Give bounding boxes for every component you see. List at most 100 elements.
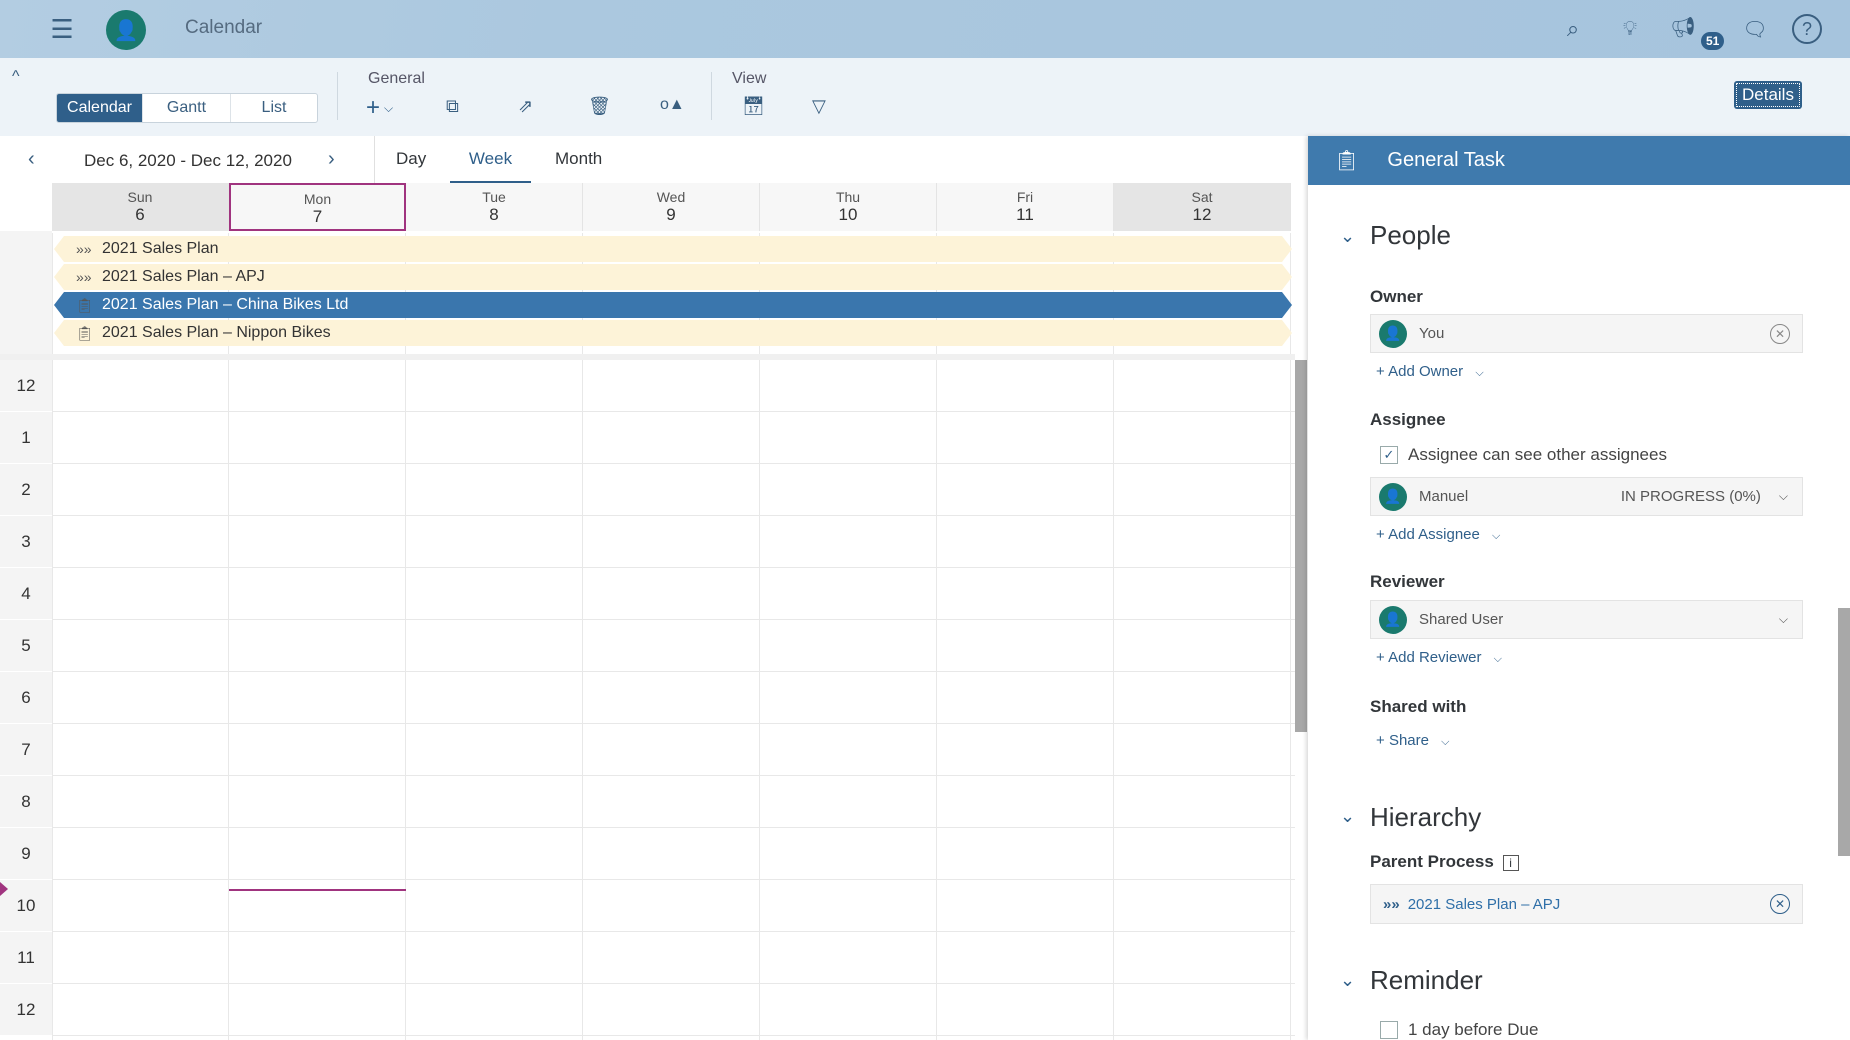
day-header[interactable]: Fri 11	[937, 183, 1114, 231]
section-reminder[interactable]: Reminder	[1370, 965, 1483, 995]
chevron-down-icon[interactable]: ⌵	[1778, 612, 1788, 626]
parent-process-link[interactable]: 2021 Sales Plan – APJ	[1407, 895, 1561, 913]
allday-gutter	[0, 231, 52, 358]
current-time-line	[229, 889, 406, 891]
hour-label: 11	[0, 932, 52, 984]
day-header[interactable]: Thu 10	[760, 183, 937, 231]
lightbulb-icon[interactable]: 💡︎	[1623, 17, 1637, 40]
hour-line	[52, 827, 1295, 828]
view-switch: Calendar Gantt List	[56, 93, 318, 123]
hour-line	[52, 463, 1295, 464]
view-list[interactable]: List	[261, 99, 287, 116]
clear-icon[interactable]: ✕	[1770, 323, 1790, 344]
owner-field[interactable]: 👤 You ✕	[1370, 314, 1803, 353]
reviewer-field[interactable]: 👤 Shared User ⌵	[1370, 600, 1803, 639]
chevron-down-icon[interactable]: ⌄	[1340, 226, 1356, 246]
event-bar[interactable]: »» 2021 Sales Plan	[54, 236, 1292, 262]
details-button[interactable]: Details	[1734, 81, 1802, 109]
day-header[interactable]: Sat 12	[1114, 183, 1291, 231]
share-button[interactable]: + Share ⌵	[1376, 732, 1450, 749]
day-column[interactable]	[583, 233, 760, 1040]
filter-icon[interactable]: ▽	[812, 96, 826, 116]
delete-icon[interactable]: 🗑︎	[588, 96, 611, 116]
notification-badge: 51	[1701, 32, 1725, 50]
share-icon[interactable]: ⇗	[518, 96, 534, 116]
hour-label: 5	[0, 620, 52, 672]
avatar: 👤	[1379, 482, 1407, 511]
calendar-scrollbar[interactable]	[1295, 360, 1307, 732]
add-owner-button[interactable]: + Add Owner ⌵	[1376, 363, 1484, 380]
day-column[interactable]	[937, 233, 1114, 1040]
parent-process-field[interactable]: »» 2021 Sales Plan – APJ ✕	[1370, 884, 1803, 924]
process-icon: »»	[1383, 895, 1400, 913]
collapse-icon[interactable]: ^	[12, 68, 20, 85]
chevron-down-icon[interactable]: ⌄	[1340, 970, 1356, 990]
clear-icon[interactable]: ✕	[1770, 894, 1790, 914]
day-column[interactable]	[52, 233, 229, 1040]
divider	[374, 136, 375, 183]
chevron-down-icon[interactable]: ⌵	[1778, 489, 1788, 503]
status-badge: IN PROGRESS (0%)	[1620, 488, 1761, 505]
hour-label: 12	[0, 984, 52, 1036]
day-header[interactable]: Tue 8	[406, 183, 583, 231]
section-hierarchy[interactable]: Hierarchy	[1370, 802, 1482, 832]
view-gantt[interactable]: Gantt	[143, 94, 231, 122]
calendar-import-icon[interactable]: 📅︎	[742, 96, 765, 116]
divider	[711, 72, 712, 120]
hour-label: 8	[0, 776, 52, 828]
day-column[interactable]	[406, 233, 583, 1040]
day-column[interactable]	[760, 233, 937, 1040]
task-icon: 📋︎	[1334, 150, 1360, 172]
help-icon[interactable]: ?	[1792, 14, 1822, 44]
hour-label: 10	[0, 880, 52, 932]
owner-label: Owner	[1370, 287, 1423, 306]
add-icon[interactable]: + ⌵	[366, 94, 394, 121]
chevron-down-icon[interactable]: ⌄	[1340, 806, 1356, 826]
assignee-visibility-checkbox[interactable]: ✓ Assignee can see other assignees	[1380, 445, 1667, 465]
reviewer-name: Shared User	[1419, 611, 1504, 628]
shapes-icon[interactable]: o▲	[660, 96, 685, 113]
day-column[interactable]	[1114, 233, 1291, 1040]
hour-line	[52, 983, 1295, 984]
assignee-label: Assignee	[1370, 410, 1446, 429]
chat-icon[interactable]: 🗨︎	[1742, 18, 1768, 41]
task-icon: 📋︎	[76, 296, 94, 313]
hour-line	[52, 775, 1295, 776]
add-assignee-button[interactable]: + Add Assignee ⌵	[1376, 526, 1501, 543]
checkbox[interactable]: ✓	[1380, 446, 1398, 464]
prev-icon[interactable]: ‹	[28, 148, 35, 170]
date-range[interactable]: Dec 6, 2020 - Dec 12, 2020	[84, 151, 292, 170]
hour-line	[52, 515, 1295, 516]
event-bar[interactable]: 📋︎ 2021 Sales Plan – Nippon Bikes	[54, 320, 1292, 346]
hour-label: 2	[0, 464, 52, 516]
add-reviewer-button[interactable]: + Add Reviewer ⌵	[1376, 649, 1503, 666]
hour-line	[52, 619, 1295, 620]
mode-week[interactable]: Week	[450, 136, 531, 183]
menu-icon[interactable]: ☰	[50, 13, 74, 44]
info-icon[interactable]: i	[1502, 855, 1519, 871]
view-calendar[interactable]: Calendar	[57, 94, 143, 122]
assignee-field[interactable]: 👤 Manuel IN PROGRESS (0%) ⌵	[1370, 477, 1803, 516]
process-icon: »»	[76, 241, 92, 257]
day-header[interactable]: Sun 6	[52, 183, 229, 231]
next-icon[interactable]: ›	[328, 148, 335, 170]
checkbox[interactable]	[1380, 1021, 1398, 1039]
panel-scrollbar[interactable]	[1838, 608, 1850, 856]
day-header[interactable]: Mon 7	[229, 183, 406, 231]
copy-icon[interactable]: ⧉	[446, 96, 459, 116]
day-header[interactable]: Wed 9	[583, 183, 760, 231]
event-bar[interactable]: »» 2021 Sales Plan – APJ	[54, 264, 1292, 290]
hour-line	[52, 671, 1295, 672]
event-bar[interactable]: 📋︎ 2021 Sales Plan – China Bikes Ltd	[54, 292, 1292, 318]
section-people[interactable]: People	[1370, 220, 1451, 250]
hour-label: 7	[0, 724, 52, 776]
day-column[interactable]	[229, 233, 406, 1040]
search-icon[interactable]: ⌕	[1566, 16, 1580, 41]
megaphone-icon[interactable]: 📢︎	[1670, 16, 1696, 39]
hour-label: 9	[0, 828, 52, 880]
reminder-option[interactable]: 1 day before Due	[1380, 1020, 1538, 1040]
avatar-icon[interactable]: 👤	[106, 10, 146, 50]
avatar: 👤	[1379, 605, 1407, 634]
mode-month[interactable]: Month	[555, 149, 603, 168]
mode-day[interactable]: Day	[396, 149, 427, 168]
